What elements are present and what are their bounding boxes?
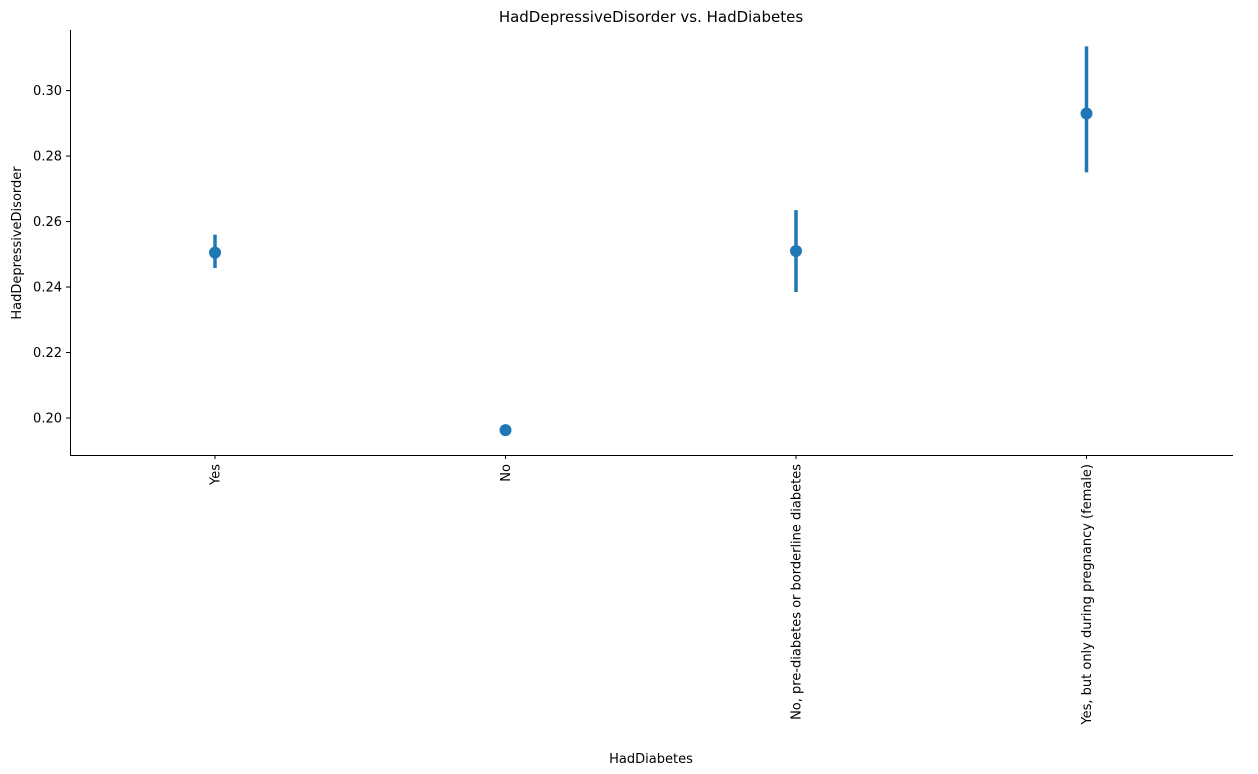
x-tick-label: Yes bbox=[209, 464, 224, 486]
y-tick-label: 0.24 bbox=[33, 281, 62, 296]
x-tick-label: No, pre-diabetes or borderline diabetes bbox=[790, 464, 805, 720]
y-tick-label: 0.26 bbox=[33, 215, 62, 230]
y-axis-label: HadDepressiveDisorder bbox=[10, 166, 25, 320]
data-point bbox=[499, 424, 512, 437]
y-tick-label: 0.20 bbox=[33, 412, 62, 427]
data-marks bbox=[209, 46, 1093, 437]
x-tick-label: Yes, but only during pregnancy (female) bbox=[1080, 464, 1095, 726]
y-ticks: 0.20 0.22 0.24 0.26 0.28 0.30 bbox=[33, 84, 70, 427]
data-point bbox=[790, 245, 802, 258]
x-ticks: Yes No No, pre-diabetes or borderline diab… bbox=[209, 455, 1095, 726]
plot-area bbox=[70, 30, 1233, 456]
y-tick-label: 0.28 bbox=[33, 150, 62, 165]
x-tick-label: No bbox=[499, 464, 514, 482]
chart-title: HadDepressiveDisorder vs. HadDiabetes bbox=[499, 8, 804, 26]
y-tick-label: 0.30 bbox=[33, 84, 62, 99]
x-axis-label: HadDiabetes bbox=[609, 752, 693, 767]
data-point bbox=[1080, 107, 1093, 120]
data-point bbox=[209, 246, 221, 259]
y-tick-label: 0.22 bbox=[33, 346, 62, 361]
